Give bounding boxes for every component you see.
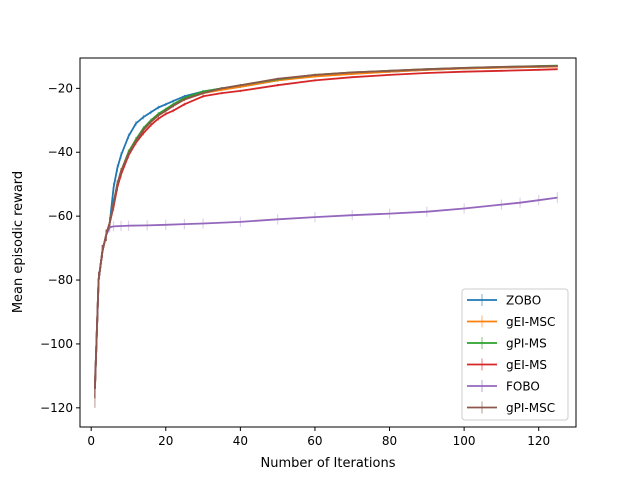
- x-tick-label: 80: [382, 434, 397, 448]
- legend-label-gei-msc: gEI-MSC: [506, 315, 555, 329]
- x-axis-label: Number of Iterations: [261, 456, 396, 471]
- plot-frame: [79, 57, 577, 428]
- legend-label-gei-ms: gEI-MS: [506, 358, 547, 372]
- y-tick-label: −60: [48, 209, 73, 223]
- x-tick-label: 120: [527, 434, 550, 448]
- series-line-gpi-msc: [94, 65, 558, 389]
- x-tick-label: 0: [87, 434, 95, 448]
- legend-label-gpi-ms: gPI-MS: [506, 337, 547, 351]
- legend-label-fobo: FOBO: [506, 380, 540, 394]
- y-tick-label: −100: [40, 337, 73, 351]
- y-tick-label: −20: [48, 81, 73, 95]
- y-axis-label: Mean episodic reward: [11, 171, 26, 313]
- x-axis: 0 20 40 60 80 100 120: [87, 427, 550, 448]
- y-tick-label: −40: [48, 145, 73, 159]
- x-tick-label: 40: [233, 434, 248, 448]
- y-axis: −120 −100 −80 −60 −40 −20: [40, 81, 80, 415]
- x-tick-label: 20: [158, 434, 173, 448]
- series-lines: [94, 64, 558, 389]
- legend-label-gpi-msc: gPI-MSC: [506, 401, 555, 415]
- x-tick-label: 60: [307, 434, 322, 448]
- y-tick-label: −80: [48, 273, 73, 287]
- legend: ZOBO gEI-MSC gPI-MS gEI-MS FOBO gPI-MSC: [461, 288, 569, 421]
- legend-label-zobo: ZOBO: [506, 294, 541, 308]
- y-tick-label: −120: [40, 401, 73, 415]
- x-tick-label: 100: [453, 434, 476, 448]
